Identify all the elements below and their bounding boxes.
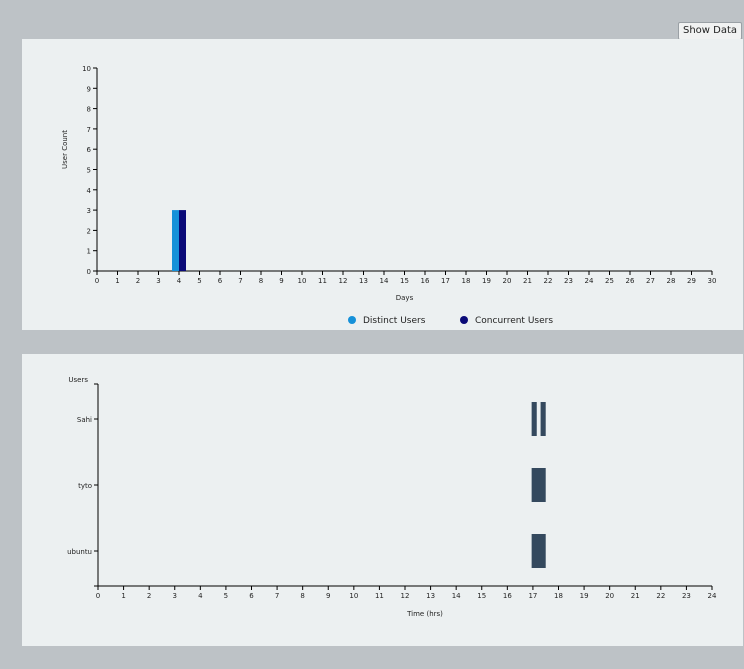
x-tick-label: 18 [554, 592, 563, 600]
x-tick-label: 23 [682, 592, 691, 600]
x-tick-label: 8 [300, 592, 304, 600]
x-tick-label: 0 [96, 592, 100, 600]
y-tick-label: 6 [87, 146, 92, 154]
x-tick-label: 22 [544, 277, 553, 285]
legend-concurrent-label: Concurrent Users [475, 316, 553, 326]
x-tick-label: 12 [401, 592, 410, 600]
x-tick-label: 20 [503, 277, 512, 285]
distinct-users-bar [172, 210, 179, 271]
x-tick-label: 8 [259, 277, 263, 285]
y-tick-label: 7 [87, 126, 91, 134]
y-tick-label: 9 [87, 85, 91, 93]
x-tick-label: 25 [605, 277, 614, 285]
x-tick-label: 17 [528, 592, 537, 600]
x-tick-label: 1 [115, 277, 119, 285]
y-category-label: Sahi [77, 416, 92, 424]
x-tick-label: 27 [646, 277, 655, 285]
x-tick-label: 21 [631, 592, 640, 600]
x-tick-label: 16 [421, 277, 430, 285]
x-tick-label: 19 [482, 277, 491, 285]
x-tick-label: 11 [375, 592, 384, 600]
x-tick-label: 13 [426, 592, 435, 600]
x-tick-label: 4 [198, 592, 203, 600]
legend-distinct-marker [348, 316, 356, 324]
x-tick-label: 12 [339, 277, 348, 285]
y-tick-label: 4 [87, 187, 92, 195]
x-tick-label: 19 [580, 592, 589, 600]
y-tick-label: 8 [87, 106, 91, 114]
x-tick-label: 17 [441, 277, 450, 285]
y-tick-label: 5 [87, 167, 91, 175]
legend-concurrent-marker [460, 316, 468, 324]
x-tick-label: 11 [318, 277, 327, 285]
x-tick-label: 16 [503, 592, 512, 600]
x-tick-label: 14 [380, 277, 389, 285]
x-tick-label: 28 [667, 277, 676, 285]
x-tick-label: 22 [656, 592, 665, 600]
concurrent-users-bar [179, 210, 186, 271]
legend-distinct-label: Distinct Users [363, 316, 426, 326]
x-tick-label: 3 [173, 592, 177, 600]
user-timeline-chart-panel: Users Sahi tyto ubuntu 0 1 2 3 4 5 6 7 8 9 10 11 12 13 14 1… [22, 354, 743, 646]
x-tick-label: 13 [359, 277, 368, 285]
x-tick-label: 21 [523, 277, 532, 285]
show-data-button[interactable]: Show Data [678, 22, 742, 40]
y-axis-title: Users [68, 376, 88, 384]
session-bar-sahi [531, 402, 537, 436]
x-tick-label: 7 [275, 592, 279, 600]
x-axis-title: Time (hrs) [406, 610, 443, 618]
x-tick-label: 10 [349, 592, 358, 600]
x-tick-label: 10 [298, 277, 307, 285]
session-bar-sahi [540, 402, 546, 436]
x-tick-label: 5 [197, 277, 201, 285]
x-tick-label: 1 [121, 592, 125, 600]
x-tick-label: 29 [687, 277, 696, 285]
x-tick-label: 5 [224, 592, 228, 600]
x-tick-label: 3 [156, 277, 160, 285]
x-tick-label: 20 [605, 592, 614, 600]
session-bar-ubuntu [531, 534, 546, 568]
x-tick-label: 14 [452, 592, 461, 600]
x-tick-label: 15 [477, 592, 486, 600]
x-tick-label: 24 [708, 592, 717, 600]
x-tick-label: 9 [326, 592, 330, 600]
x-tick-label: 2 [147, 592, 151, 600]
y-tick-label: 10 [82, 65, 91, 73]
y-tick-label: 1 [87, 248, 91, 256]
x-tick-label: 30 [708, 277, 717, 285]
x-tick-label: 24 [585, 277, 594, 285]
x-tick-label: 9 [279, 277, 283, 285]
x-tick-label: 2 [136, 277, 140, 285]
y-axis-title: User Count [61, 130, 69, 169]
x-tick-label: 4 [177, 277, 182, 285]
session-bar-tyto [531, 468, 546, 502]
y-tick-label: 3 [87, 207, 91, 215]
y-category-label: ubuntu [67, 548, 92, 556]
x-tick-label: 18 [462, 277, 471, 285]
x-tick-label: 23 [564, 277, 573, 285]
y-tick-label: 2 [87, 227, 91, 235]
x-tick-label: 26 [626, 277, 635, 285]
x-axis-title: Days [396, 294, 414, 302]
x-tick-label: 6 [218, 277, 223, 285]
y-category-label: tyto [78, 482, 92, 490]
x-tick-label: 6 [249, 592, 254, 600]
y-tick-label: 0 [87, 268, 91, 276]
user-count-chart-panel: 0 1 2 3 4 5 6 7 8 9 10 0 1 2 3 4 5 6 7 8 9 10 11 12 13 14 15 16 17 18… [22, 39, 743, 330]
x-tick-label: 7 [238, 277, 242, 285]
x-tick-label: 0 [95, 277, 99, 285]
x-tick-label: 15 [400, 277, 409, 285]
